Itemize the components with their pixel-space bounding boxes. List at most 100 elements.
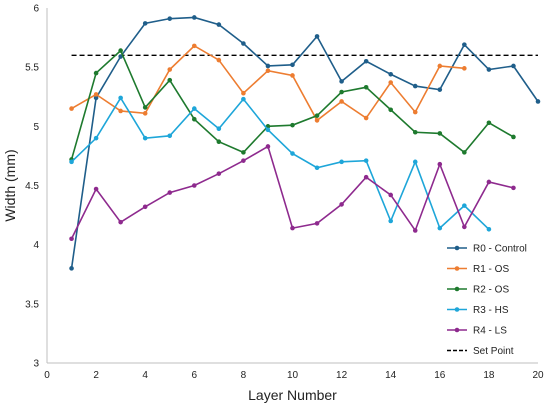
- x-tick-label: 0: [44, 370, 50, 381]
- legend-item-r2-os: R2 - OS: [447, 285, 509, 296]
- legend-item-r3-hs: R3 - HS: [447, 305, 509, 316]
- data-point-r3-hs: [265, 127, 271, 133]
- data-point-r3-hs: [142, 135, 148, 141]
- data-point-r3-hs: [241, 96, 246, 102]
- legend-label: R3 - HS: [473, 305, 509, 316]
- data-point-r3-hs: [93, 135, 99, 141]
- data-point-r2-os: [388, 107, 394, 113]
- legend-item-r0-control: R0 - Control: [447, 244, 527, 255]
- data-point-r2-os: [462, 150, 467, 155]
- data-point-r3-hs: [69, 159, 74, 165]
- data-point-r4-ls: [290, 225, 295, 231]
- data-point-r0-control: [462, 42, 467, 47]
- series-line-r0-control: [70, 16, 539, 269]
- data-point-r4-ls: [486, 179, 492, 185]
- data-point-r2-os: [241, 150, 246, 155]
- series-line-r1-os: [71, 44, 465, 122]
- data-point-r4-ls: [437, 161, 443, 167]
- data-point-r4-ls: [192, 183, 197, 188]
- legend: R0 - Control R1 - OS R2 - OS R3 - HS R4 - LS…: [447, 244, 527, 357]
- data-point-r3-hs: [339, 159, 344, 165]
- x-axis-title: Layer Number: [248, 387, 337, 403]
- legend-label: R4 - LS: [473, 326, 507, 337]
- data-point-r3-hs: [167, 133, 173, 139]
- data-point-r0-control: [437, 87, 443, 92]
- data-point-r2-os: [486, 120, 492, 126]
- data-point-r4-ls: [241, 158, 246, 163]
- data-point-r4-ls: [412, 228, 418, 233]
- data-point-r0-control: [412, 83, 418, 89]
- data-point-r4-ls: [314, 221, 320, 226]
- series-r1-os: [69, 43, 467, 123]
- data-point-r1-os: [192, 43, 197, 49]
- data-point-r4-ls: [216, 171, 222, 176]
- data-point-r4-ls: [265, 144, 271, 149]
- data-point-r4-ls: [511, 185, 516, 191]
- data-point-r3-hs: [216, 126, 222, 131]
- data-point-r2-os: [511, 134, 516, 140]
- y-tick-label: 4.5: [25, 181, 39, 192]
- data-point-r1-os: [314, 118, 320, 123]
- data-point-r0-control: [192, 15, 197, 20]
- x-tick-label: 18: [483, 370, 495, 381]
- data-point-r3-hs: [388, 218, 394, 224]
- legend-marker: [454, 245, 460, 251]
- series-line-r4-ls: [70, 145, 514, 240]
- data-point-r0-control: [241, 41, 246, 46]
- data-point-r0-control: [93, 95, 99, 101]
- data-point-r3-hs: [314, 165, 320, 171]
- data-point-r2-os: [339, 89, 344, 95]
- y-tick-label: 3: [33, 359, 39, 370]
- x-tick-label: 8: [241, 370, 247, 381]
- data-point-r0-control: [167, 16, 173, 21]
- legend-label: R1 - OS: [473, 264, 509, 275]
- x-tick-label: 12: [336, 370, 348, 381]
- data-point-r3-hs: [118, 95, 123, 101]
- series-layer: [69, 15, 541, 271]
- data-point-r4-ls: [167, 190, 173, 195]
- data-point-r0-control: [118, 54, 123, 59]
- data-point-r0-control: [142, 21, 148, 26]
- data-point-r1-os: [437, 63, 443, 69]
- y-tick-label: 5.5: [25, 63, 39, 74]
- data-point-r1-os: [290, 73, 295, 78]
- legend-marker: [454, 266, 460, 271]
- data-point-r4-ls: [118, 219, 123, 225]
- data-point-r1-os: [265, 68, 271, 74]
- data-point-r3-hs: [437, 225, 443, 231]
- data-point-r2-os: [437, 131, 443, 136]
- data-point-r1-os: [93, 92, 99, 97]
- y-axis-title: Width (mm): [2, 149, 18, 221]
- legend-item-set-point: Set Point: [447, 346, 514, 357]
- legend-item-r1-os: R1 - OS: [447, 264, 509, 275]
- data-point-r1-os: [462, 66, 467, 71]
- legend-marker: [454, 307, 460, 312]
- x-tick-label: 16: [434, 370, 446, 381]
- x-tick-label: 10: [287, 370, 299, 381]
- data-point-r3-hs: [290, 151, 295, 156]
- data-point-r2-os: [167, 77, 173, 83]
- legend-marker: [454, 327, 460, 333]
- data-point-r1-os: [363, 115, 369, 121]
- data-point-r3-hs: [462, 203, 467, 208]
- data-point-r4-ls: [69, 236, 74, 242]
- data-point-r1-os: [69, 106, 74, 111]
- data-point-r0-control: [314, 34, 320, 39]
- data-point-r0-control: [216, 22, 222, 27]
- data-point-r0-control: [511, 63, 516, 69]
- data-point-r1-os: [388, 80, 394, 85]
- data-point-r1-os: [339, 99, 344, 104]
- data-point-r4-ls: [462, 224, 467, 230]
- legend-marker: [454, 286, 460, 292]
- y-tick-label: 3.5: [25, 299, 39, 310]
- y-tick-label: 6: [33, 4, 39, 15]
- data-point-r1-os: [118, 108, 123, 114]
- legend-item-r4-ls: R4 - LS: [447, 326, 507, 337]
- x-tick-label: 4: [142, 370, 148, 381]
- x-tick-label: 6: [192, 370, 198, 381]
- data-point-r3-hs: [486, 226, 492, 232]
- legend-label: R2 - OS: [473, 285, 509, 296]
- data-point-r0-control: [339, 79, 344, 84]
